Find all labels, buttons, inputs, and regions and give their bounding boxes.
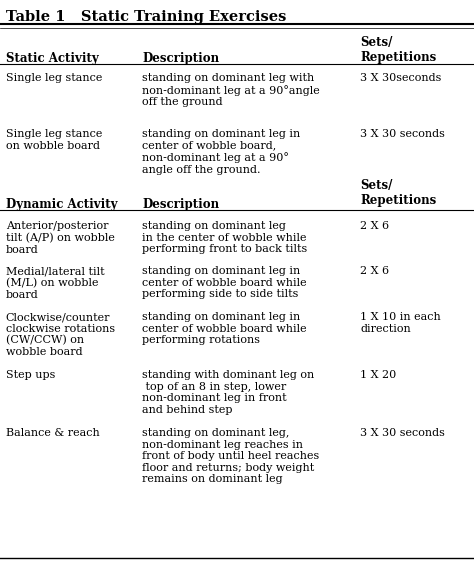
Text: 1 X 10 in each
direction: 1 X 10 in each direction	[360, 312, 441, 333]
Text: Single leg stance
on wobble board: Single leg stance on wobble board	[6, 129, 102, 151]
Text: standing on dominant leg with
non-dominant leg at a 90°angle
off the ground: standing on dominant leg with non-domina…	[142, 73, 320, 107]
Text: standing on dominant leg,
non-dominant leg reaches in
front of body until heel r: standing on dominant leg, non-dominant l…	[142, 428, 319, 484]
Text: 2 X 6: 2 X 6	[360, 221, 389, 231]
Text: Dynamic Activity: Dynamic Activity	[6, 198, 117, 211]
Text: Description: Description	[142, 52, 219, 65]
Text: Medial/lateral tilt
(M/L) on wobble
board: Medial/lateral tilt (M/L) on wobble boar…	[6, 266, 104, 299]
Text: Clockwise/counter
clockwise rotations
(CW/CCW) on
wobble board: Clockwise/counter clockwise rotations (C…	[6, 312, 115, 357]
Text: Sets/
Repetitions: Sets/ Repetitions	[360, 179, 437, 207]
Text: Single leg stance: Single leg stance	[6, 73, 102, 83]
Text: standing on dominant leg in
center of wobble board while
performing rotations: standing on dominant leg in center of wo…	[142, 312, 307, 345]
Text: 3 X 30 seconds: 3 X 30 seconds	[360, 428, 445, 438]
Text: Table 1   Static Training Exercises: Table 1 Static Training Exercises	[6, 10, 286, 24]
Text: 3 X 30 seconds: 3 X 30 seconds	[360, 129, 445, 139]
Text: Sets/
Repetitions: Sets/ Repetitions	[360, 36, 437, 64]
Text: standing on dominant leg in
center of wobble board while
performing side to side: standing on dominant leg in center of wo…	[142, 266, 307, 299]
Text: standing on dominant leg in
center of wobble board,
non-dominant leg at a 90°
an: standing on dominant leg in center of wo…	[142, 129, 301, 175]
Text: Static Activity: Static Activity	[6, 52, 99, 65]
Text: Description: Description	[142, 198, 219, 211]
Text: 3 X 30seconds: 3 X 30seconds	[360, 73, 442, 83]
Text: standing on dominant leg
in the center of wobble while
performing front to back : standing on dominant leg in the center o…	[142, 221, 308, 254]
Text: 2 X 6: 2 X 6	[360, 266, 389, 276]
Text: Balance & reach: Balance & reach	[6, 428, 100, 438]
Text: Step ups: Step ups	[6, 370, 55, 380]
Text: Anterior/posterior
tilt (A/P) on wobble
board: Anterior/posterior tilt (A/P) on wobble …	[6, 221, 115, 255]
Text: standing with dominant leg on
 top of an 8 in step, lower
non-dominant leg in fr: standing with dominant leg on top of an …	[142, 370, 314, 415]
Text: 1 X 20: 1 X 20	[360, 370, 396, 380]
